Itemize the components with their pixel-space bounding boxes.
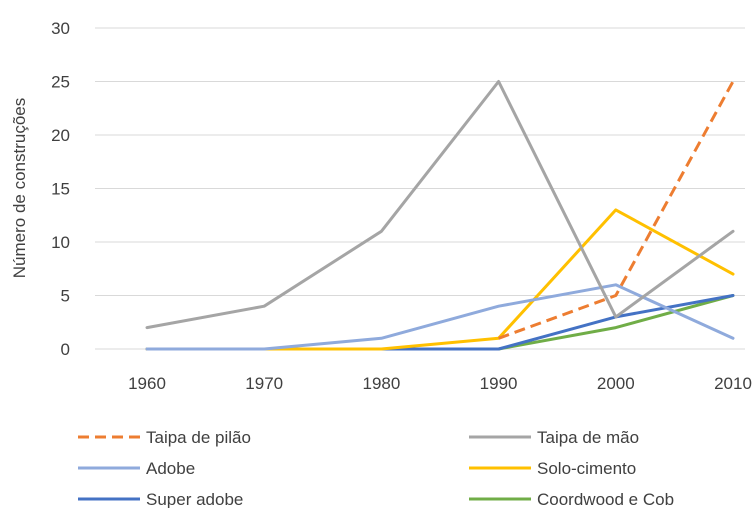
- legend-entry: Taipa de mão: [469, 428, 639, 447]
- legend-label: Coordwood e Cob: [537, 490, 674, 508]
- y-axis-ticks: 0 5 10 15 20 25 30: [51, 19, 70, 359]
- x-tick-label: 1990: [480, 374, 518, 393]
- legend-label: Solo-cimento: [537, 459, 636, 478]
- x-tick-label: 2010: [714, 374, 752, 393]
- y-tick-label: 25: [51, 73, 70, 92]
- gridlines: [95, 27, 745, 350]
- legend-label: Taipa de pilão: [146, 428, 251, 447]
- series-lines: [145, 80, 735, 351]
- y-tick-label: 10: [51, 233, 70, 252]
- y-axis-title: Número de construções: [10, 98, 29, 278]
- legend-label: Taipa de mão: [537, 428, 639, 447]
- series-line-taipa-de-pil-o: [498, 80, 735, 340]
- x-tick-label: 1980: [362, 374, 400, 393]
- y-tick-label: 0: [61, 340, 70, 359]
- series-line-taipa-de-m-o: [145, 80, 735, 330]
- x-tick-label: 2000: [597, 374, 635, 393]
- legend: Taipa de pilão Taipa de mão Adobe Solo-cime…: [78, 428, 674, 508]
- x-tick-label: 1960: [128, 374, 166, 393]
- legend-entry: Adobe: [78, 459, 195, 478]
- y-tick-label: 30: [51, 19, 70, 38]
- series-line-solo-cimento: [145, 208, 735, 351]
- legend-label: Adobe: [146, 459, 195, 478]
- legend-entry: Solo-cimento: [469, 459, 636, 478]
- y-tick-label: 5: [61, 287, 70, 306]
- x-axis-ticks: 1960 1970 1980 1990 2000 2010: [128, 374, 752, 393]
- y-tick-label: 20: [51, 126, 70, 145]
- legend-entry: Coordwood e Cob: [469, 490, 674, 508]
- legend-label: Super adobe: [146, 490, 243, 508]
- legend-entry: Super adobe: [78, 490, 243, 508]
- y-tick-label: 15: [51, 180, 70, 199]
- series-line-adobe: [145, 283, 735, 351]
- x-tick-label: 1970: [245, 374, 283, 393]
- legend-entry: Taipa de pilão: [78, 428, 251, 447]
